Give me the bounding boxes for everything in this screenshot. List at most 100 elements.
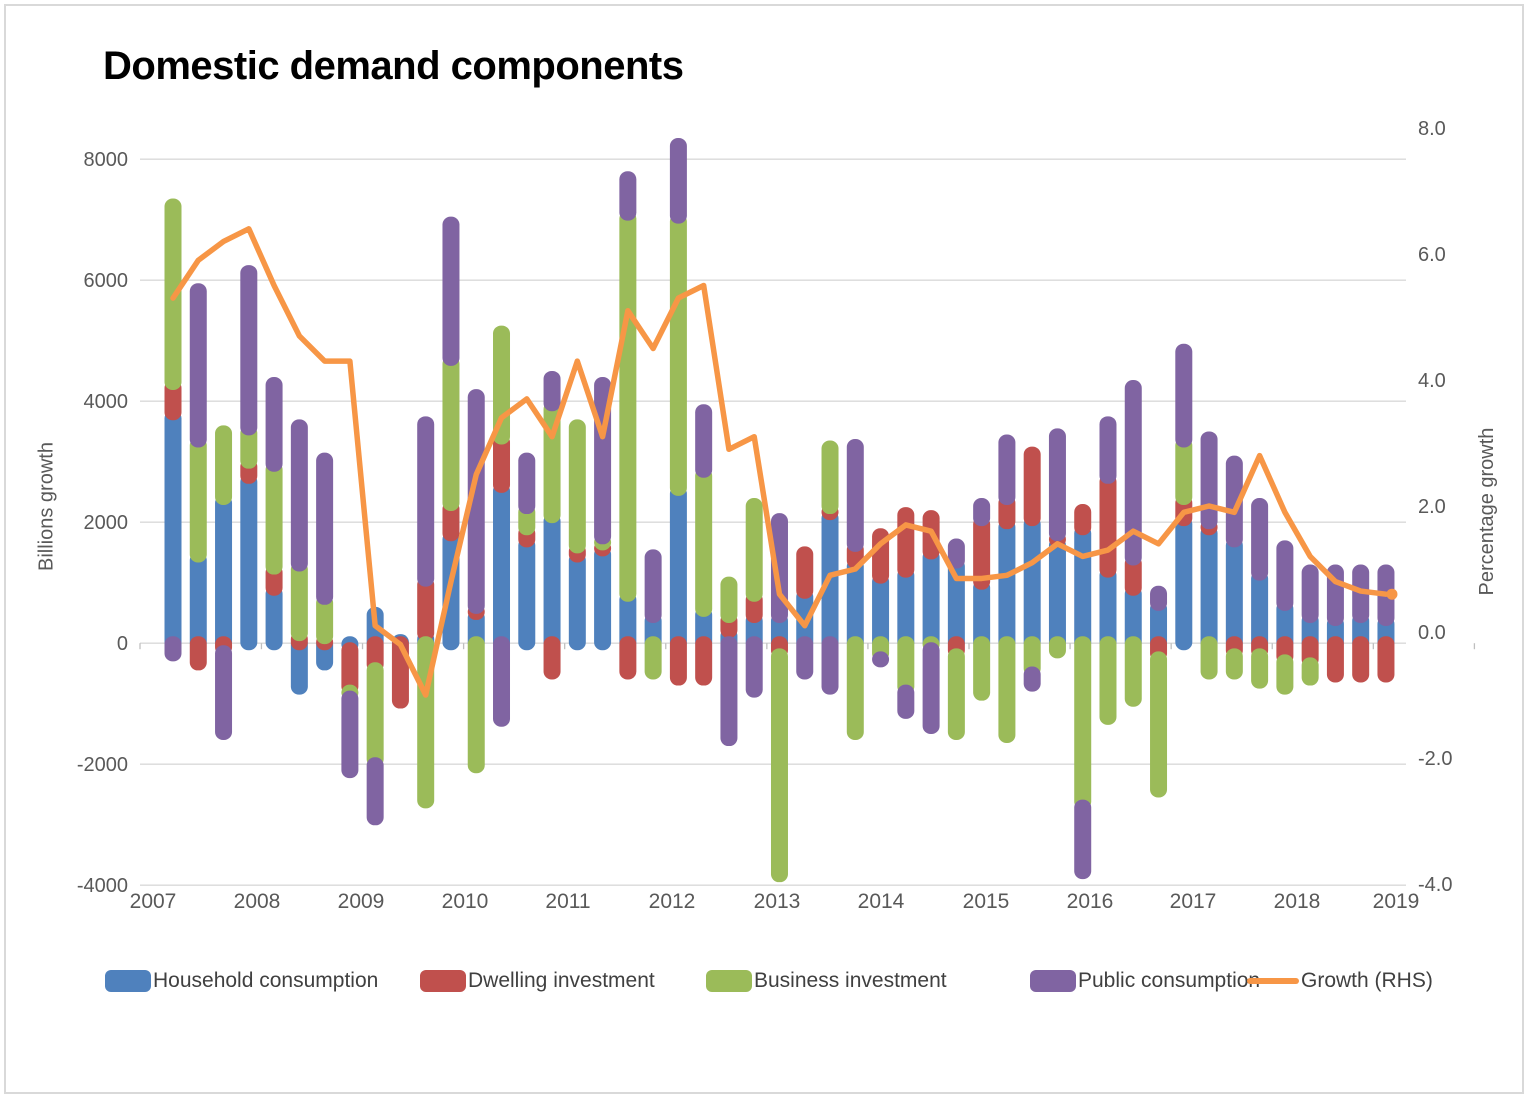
- x-axis-year-label: 2013: [754, 890, 801, 913]
- bar-segment: [695, 404, 713, 478]
- bar-segment: [1175, 343, 1193, 448]
- bar-segment: [1301, 657, 1319, 686]
- bar-segment: [846, 558, 864, 651]
- bar-segment: [189, 552, 207, 651]
- legend-item[interactable]: Public consumption: [1030, 966, 1260, 996]
- bar-segment: [821, 636, 839, 695]
- right-axis-tick-label: 8.0: [1418, 118, 1446, 140]
- bar-segment: [1023, 516, 1041, 651]
- bar-segment: [1099, 473, 1117, 578]
- legend-label: Public consumption: [1078, 969, 1261, 992]
- bar-segment: [872, 651, 890, 668]
- bar-segment: [164, 410, 182, 651]
- bar-segment: [1023, 446, 1041, 527]
- legend-item[interactable]: Dwelling investment: [420, 966, 655, 996]
- bar-segment: [922, 642, 940, 734]
- bar-segment: [189, 437, 207, 563]
- bar-segment: [1124, 555, 1142, 596]
- bar-segment: [290, 561, 308, 642]
- bar-segment: [290, 419, 308, 572]
- bar-segment: [417, 576, 435, 642]
- right-axis-tick-label: -4.0: [1418, 874, 1452, 896]
- bar-segment: [619, 210, 637, 602]
- bar-segment: [644, 636, 662, 680]
- bar-segment: [164, 380, 182, 421]
- bar-segment: [947, 558, 965, 651]
- bar-segment: [669, 636, 687, 686]
- legend-swatch-icon: [420, 970, 466, 992]
- bar-segment: [695, 467, 713, 617]
- x-axis-year-label: 2011: [545, 890, 590, 913]
- bar-segment: [1200, 431, 1218, 530]
- bar-segment: [594, 546, 612, 651]
- x-axis-year-label: 2010: [442, 890, 489, 913]
- bar-segment: [215, 645, 233, 740]
- bar-segment: [1124, 585, 1142, 651]
- legend-item[interactable]: Business investment: [706, 966, 947, 996]
- bar-segment: [644, 549, 662, 623]
- bar-segment: [897, 636, 915, 695]
- bar-segment: [1251, 498, 1269, 581]
- bar-segment: [973, 636, 991, 701]
- bar-segment: [493, 482, 511, 651]
- right-axis-tick-label: 2.0: [1418, 496, 1446, 518]
- bar-segment: [240, 265, 258, 436]
- bar-segment: [669, 485, 687, 651]
- x-axis-year-label: 2008: [234, 890, 281, 913]
- bar-segment: [897, 507, 915, 578]
- bar-segment: [695, 636, 713, 686]
- legend-label: Dwelling investment: [468, 969, 655, 992]
- bar-segment: [467, 636, 485, 774]
- bar-segment: [1099, 567, 1117, 651]
- bar-segment: [215, 425, 233, 505]
- legend-line-swatch-icon: [1247, 978, 1299, 984]
- x-axis-year-label: 2019: [1373, 890, 1420, 913]
- bar-segment: [240, 473, 258, 651]
- legend-item[interactable]: Growth (RHS): [1247, 966, 1433, 996]
- bar-segment: [897, 567, 915, 651]
- legend-label: Business investment: [754, 969, 947, 992]
- bar-segment: [366, 662, 384, 768]
- bar-segment: [442, 355, 460, 512]
- x-axis-year-label: 2009: [338, 890, 385, 913]
- bar-segment: [290, 636, 308, 695]
- bar-segment: [1276, 540, 1294, 611]
- chart-title: Domestic demand components: [103, 44, 684, 88]
- bar-segment: [543, 513, 561, 651]
- bar-segment: [720, 576, 738, 623]
- bar-segment: [1074, 636, 1092, 810]
- bar-segment: [669, 213, 687, 496]
- bar-segment: [1225, 455, 1243, 548]
- bar-segment: [518, 537, 536, 651]
- x-axis-year-label: 2015: [963, 890, 1010, 913]
- bar-segment: [1175, 516, 1193, 651]
- bar-segment: [669, 138, 687, 224]
- bar-segment: [442, 501, 460, 542]
- legend-item[interactable]: Household consumption: [105, 966, 378, 996]
- bar-segment: [341, 642, 359, 695]
- bar-segment: [998, 519, 1016, 651]
- right-axis-tick-label: 6.0: [1418, 244, 1446, 266]
- bar-segment: [1200, 525, 1218, 651]
- bar-segment: [265, 585, 283, 651]
- left-axis-tick-label: 8000: [84, 149, 129, 171]
- bar-segment: [745, 636, 763, 698]
- bar-segment: [998, 636, 1016, 744]
- bar-segment: [922, 549, 940, 651]
- right-axis-tick-label: 0.0: [1418, 622, 1446, 644]
- bar-segment: [1352, 636, 1370, 683]
- bar-segment: [493, 434, 511, 493]
- bar-segment: [316, 594, 334, 645]
- bar-segment: [947, 648, 965, 740]
- chart-border: [4, 4, 1524, 1094]
- legend-swatch-icon: [1030, 970, 1076, 992]
- bar-segment: [1225, 537, 1243, 651]
- bar-segment: [1048, 636, 1066, 659]
- bar-segment: [1251, 648, 1269, 689]
- left-axis-tick-label: 2000: [84, 512, 129, 534]
- bar-segment: [265, 377, 283, 472]
- bar-segment: [897, 684, 915, 719]
- bar-segment: [215, 494, 233, 651]
- bar-segment: [1326, 636, 1344, 683]
- bar-segment: [1099, 416, 1117, 484]
